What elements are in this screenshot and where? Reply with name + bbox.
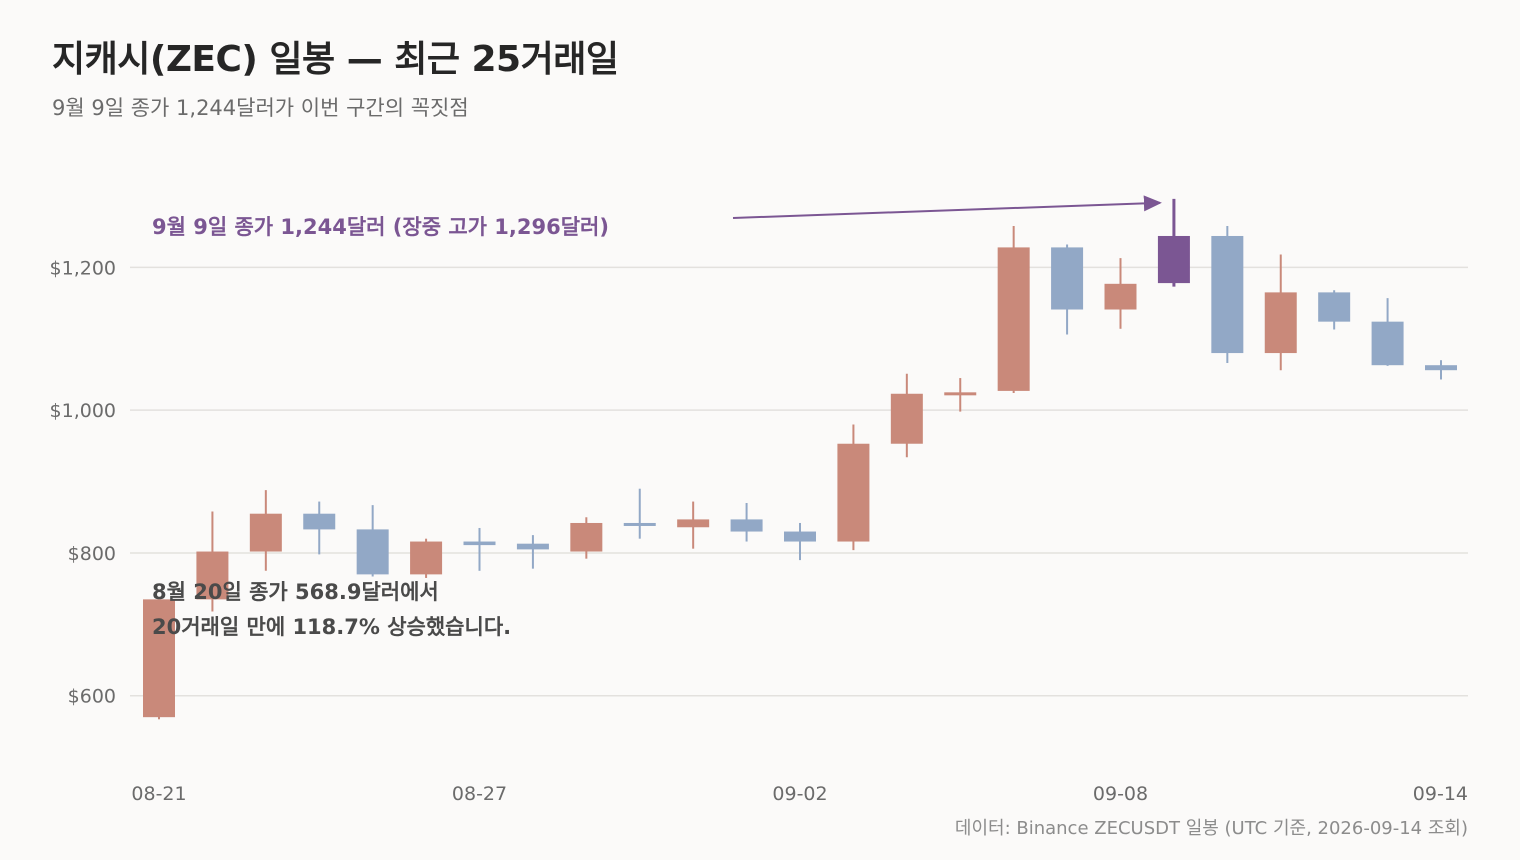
- candle-08-30: [623, 488, 656, 539]
- candle-08-29: [570, 517, 603, 559]
- x-axis-ticks: 08-21 08-27 09-02 09-08 09-14: [131, 783, 1468, 805]
- candle-body: [677, 519, 710, 528]
- candle-08-25: [356, 505, 389, 577]
- x-tick-label: 09-14: [1413, 783, 1468, 805]
- x-tick-label: 09-08: [1093, 783, 1148, 805]
- candle-body: [196, 551, 229, 600]
- candle-09-05: [944, 378, 977, 412]
- candle-08-31: [677, 501, 710, 549]
- candle-body: [1051, 247, 1084, 310]
- candle-09-12: [1318, 290, 1351, 330]
- x-tick-label: 08-21: [131, 783, 186, 805]
- page-title: 지캐시(ZEC) 일봉 — 최근 25거래일: [52, 39, 619, 80]
- page-subtitle: 9월 9일 종가 1,244달러가 이번 구간의 꼭짓점: [52, 96, 469, 120]
- candle-body: [1157, 235, 1190, 284]
- candle-08-28: [516, 535, 549, 569]
- candle-09-10: [1211, 225, 1244, 364]
- candle-body: [784, 531, 816, 542]
- y-tick-label: $800: [68, 543, 116, 565]
- candles: [143, 198, 1457, 720]
- x-tick-label: 09-02: [772, 783, 827, 805]
- candle-body: [837, 443, 870, 542]
- candle-08-21: [143, 599, 175, 720]
- candle-body: [303, 513, 336, 530]
- candle-body: [623, 522, 656, 526]
- candle-08-22: [196, 511, 229, 612]
- candle-08-26: [410, 538, 443, 578]
- candle-09-07: [1051, 244, 1084, 335]
- start-annotation-line-1: 8월 20일 종가 568.9달러에서: [152, 580, 439, 604]
- candle-body: [1371, 321, 1404, 366]
- start-annotation-line-2: 20거래일 만에 118.7% 상승했습니다.: [152, 615, 511, 639]
- peak-annotation-label: 9월 9일 종가 1,244달러 (장중 고가 1,296달러): [152, 215, 609, 239]
- candle-body: [1318, 292, 1351, 322]
- candle-09-01: [730, 502, 763, 542]
- candle-09-09: [1157, 198, 1190, 287]
- candle-body: [730, 519, 763, 532]
- candle-body: [1264, 292, 1297, 354]
- candle-body: [516, 543, 549, 550]
- candle-08-24: [303, 501, 336, 555]
- candle-09-06: [997, 225, 1030, 394]
- candle-body: [143, 599, 175, 718]
- candle-09-08: [1104, 258, 1137, 329]
- x-tick-label: 08-27: [452, 783, 507, 805]
- candle-09-13: [1371, 298, 1404, 366]
- y-tick-label: $600: [68, 686, 116, 708]
- candle-body: [1104, 283, 1137, 310]
- candle-body: [356, 529, 389, 575]
- candle-08-23: [249, 490, 282, 571]
- data-source-note: 데이터: Binance ZECUSDT 일봉 (UTC 기준, 2026-09…: [954, 818, 1468, 839]
- candle-body: [410, 541, 443, 575]
- candle-09-03: [837, 424, 870, 551]
- candle-body: [570, 522, 603, 552]
- grid-lines: [130, 266, 1468, 697]
- candle-09-11: [1264, 254, 1297, 371]
- y-axis-ticks: $600 $800 $1,000 $1,200: [50, 257, 116, 707]
- candle-body: [463, 541, 496, 546]
- candle-body: [1425, 365, 1457, 371]
- y-tick-label: $1,200: [50, 257, 116, 279]
- candle-body: [997, 247, 1030, 391]
- candle-09-04: [890, 373, 923, 458]
- candle-body: [944, 392, 977, 396]
- candle-08-27: [463, 527, 496, 571]
- peak-annotation-arrow: [732, 195, 1162, 219]
- y-tick-label: $1,000: [50, 400, 116, 422]
- candle-09-14: [1425, 360, 1457, 380]
- candle-body: [249, 513, 282, 552]
- candle-09-02: [784, 522, 816, 561]
- candle-body: [890, 393, 923, 444]
- candle-body: [1211, 235, 1244, 354]
